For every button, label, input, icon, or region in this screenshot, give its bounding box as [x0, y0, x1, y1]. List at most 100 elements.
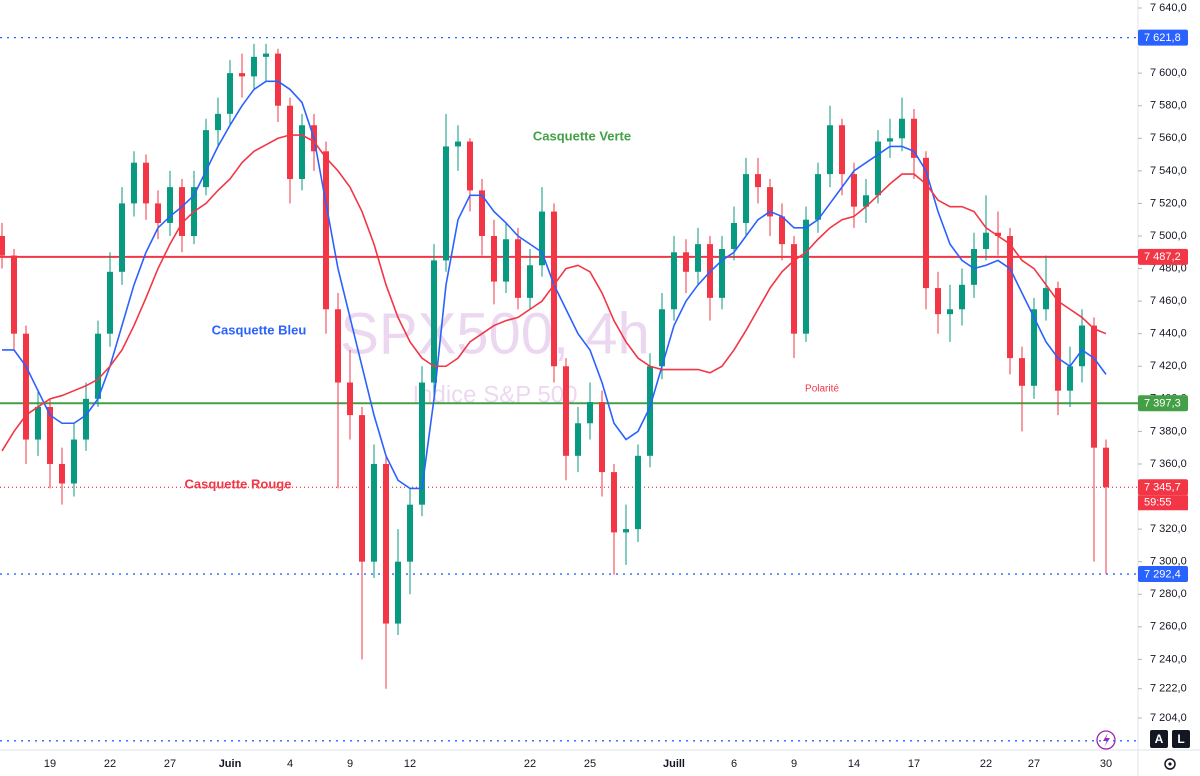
x-tick-label: Juin	[219, 758, 242, 770]
candle-body	[575, 423, 581, 456]
candle-body	[287, 105, 293, 179]
y-tick-label: 7 360,0	[1150, 458, 1187, 470]
settings-button[interactable]	[1164, 758, 1176, 770]
y-tick-label: 7 222,0	[1150, 683, 1187, 695]
candle-body	[119, 203, 125, 272]
candle-body	[419, 382, 425, 505]
candle-body	[515, 239, 521, 298]
level-label-box	[1138, 479, 1188, 496]
candle-body	[11, 255, 17, 334]
plot-area	[0, 36, 1138, 742]
level-label-box	[1138, 248, 1188, 265]
candle-body	[1007, 235, 1013, 359]
candle-body	[887, 138, 893, 142]
candle-body	[743, 174, 749, 223]
candle-body	[1067, 366, 1073, 391]
candle-body	[371, 463, 377, 562]
candle-body	[719, 249, 725, 298]
candle-body	[755, 174, 761, 188]
level-label: 7 621,8	[1144, 32, 1181, 44]
y-tick-label: 7 460,0	[1150, 295, 1187, 307]
scale-button[interactable]	[1150, 730, 1168, 748]
candle-body	[23, 333, 29, 440]
x-tick-label: 6	[731, 758, 737, 770]
candle-body	[0, 235, 5, 256]
candle-body	[827, 125, 833, 175]
candle-body	[1019, 358, 1025, 386]
candle-body	[899, 118, 905, 139]
watermark-title: SPX500, 4h	[340, 301, 650, 366]
y-tick-label: 7 480,0	[1150, 262, 1187, 274]
candle-body	[395, 561, 401, 624]
candle-body	[275, 53, 281, 106]
scale-button-label[interactable]: A	[1155, 732, 1164, 746]
y-tick-label: 7 560,0	[1150, 132, 1187, 144]
candle-body	[959, 284, 965, 310]
level-label: 7 487,2	[1144, 251, 1181, 263]
candle-body	[251, 56, 257, 77]
x-tick-label: 22	[104, 758, 116, 770]
candle-body	[107, 271, 113, 334]
candle-body	[839, 125, 845, 175]
candle-body	[587, 402, 593, 424]
y-tick-label: 7 300,0	[1150, 556, 1187, 568]
candle-body	[935, 288, 941, 315]
candle-body	[695, 244, 701, 272]
countdown-box	[1138, 495, 1188, 511]
scale-button[interactable]	[1172, 730, 1190, 748]
y-tick-label: 7 640,0	[1150, 2, 1187, 14]
candle-body	[983, 232, 989, 250]
candle-body	[299, 125, 305, 179]
candle-body	[71, 439, 77, 484]
candle-body	[551, 211, 557, 367]
x-tick-label: Juill	[663, 758, 685, 770]
candle-body	[59, 463, 65, 484]
candle-body	[851, 174, 857, 207]
y-tick-label: 7 260,0	[1150, 621, 1187, 633]
candle-body	[671, 252, 677, 310]
x-tick-label: 17	[908, 758, 920, 770]
candle-body	[995, 232, 1001, 236]
candle-body	[263, 53, 269, 57]
candle-body	[359, 415, 365, 562]
annotation: Casquette Rouge	[185, 476, 292, 491]
candle-body	[455, 141, 461, 147]
candle-body	[923, 157, 929, 289]
candle-body	[635, 455, 641, 530]
y-tick-label: 7 320,0	[1150, 523, 1187, 535]
candle-body	[539, 211, 545, 266]
candle-body	[407, 504, 413, 562]
candle-body	[95, 333, 101, 399]
candle-body	[443, 146, 449, 261]
candle-body	[203, 130, 209, 188]
y-tick-label: 7 380,0	[1150, 425, 1187, 437]
x-tick-label: 9	[791, 758, 797, 770]
candle-body	[911, 118, 917, 158]
lightning-button[interactable]	[1096, 730, 1116, 750]
candle-body	[35, 406, 41, 440]
candle-body	[731, 222, 737, 250]
candle-body	[1079, 325, 1085, 367]
candle-body	[599, 402, 605, 473]
candle-body	[791, 244, 797, 334]
y-tick-label: 7 204,0	[1150, 712, 1187, 724]
y-tick-label: 7 500,0	[1150, 230, 1187, 242]
y-tick-label: 7 540,0	[1150, 165, 1187, 177]
y-tick-label: 7 580,0	[1150, 100, 1187, 112]
x-tick-label: 27	[164, 758, 176, 770]
candle-body	[347, 382, 353, 416]
y-tick-label: 7 600,0	[1150, 67, 1187, 79]
x-tick-label: 25	[584, 758, 596, 770]
candle-body	[239, 73, 245, 77]
y-tick-label: 7 240,0	[1150, 653, 1187, 665]
y-tick-label: 7 280,0	[1150, 588, 1187, 600]
candle-body	[947, 309, 953, 315]
candle-body	[1043, 288, 1049, 310]
candle-body	[383, 463, 389, 624]
watermark-subtitle: Indice S&P 500	[412, 381, 577, 408]
annotation: Casquette Verte	[533, 128, 631, 143]
x-tick-label: 9	[347, 758, 353, 770]
scale-button-label[interactable]: L	[1177, 732, 1184, 746]
